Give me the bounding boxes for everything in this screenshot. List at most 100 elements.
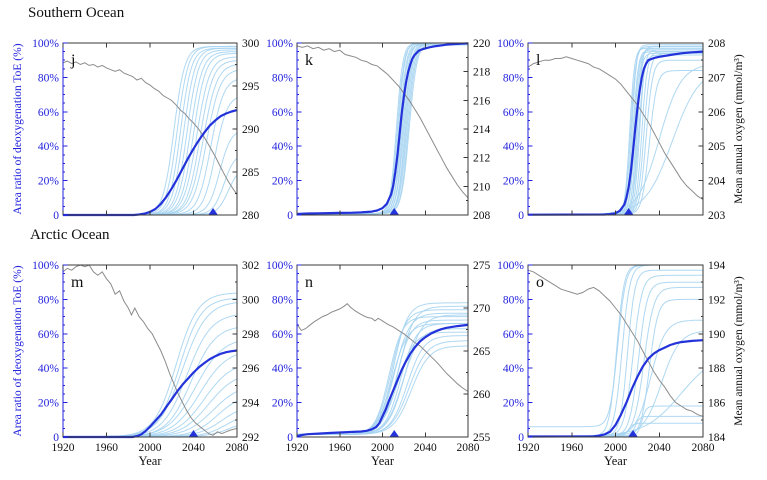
x-tick-label: 1920 bbox=[517, 442, 540, 454]
panel-o-mean-line bbox=[527, 339, 704, 438]
x-tick-label: 1960 bbox=[95, 442, 118, 454]
panel-j-ticks bbox=[62, 42, 238, 216]
left-tick-label: 40% bbox=[503, 363, 525, 375]
right-tick-label: 290 bbox=[242, 124, 260, 136]
right-tick-label: 294 bbox=[242, 398, 260, 410]
panel-k-mean-line bbox=[296, 42, 469, 216]
left-tick-label: 100% bbox=[266, 38, 293, 50]
right-tick-label: 207 bbox=[708, 72, 726, 84]
panel-j: 0 20% 40% 60% 80% 100% 280 285 290 295 300 j bbox=[32, 38, 259, 222]
panel-k-ticks bbox=[296, 42, 469, 216]
left-tick-label: 100% bbox=[266, 260, 293, 272]
right-tick-label: 265 bbox=[473, 346, 491, 358]
left-tick-label: 80% bbox=[503, 72, 525, 84]
right-tick-label: 295 bbox=[242, 81, 260, 93]
left-tick-label: 80% bbox=[503, 294, 525, 306]
panel-letter-m: m bbox=[71, 274, 84, 291]
x-tick-label: 1960 bbox=[328, 442, 351, 454]
left-tick-label: 40% bbox=[503, 141, 525, 153]
left-tick-label: 0 bbox=[287, 432, 293, 444]
panel-letter-o: o bbox=[536, 274, 544, 291]
left-tick-label: 100% bbox=[32, 38, 59, 50]
panel-o-ticks bbox=[527, 264, 704, 438]
x-tick-label: 2000 bbox=[604, 442, 627, 454]
panel-letter-n: n bbox=[305, 274, 313, 291]
right-tick-label: 208 bbox=[708, 38, 726, 50]
left-tick-label: 0 bbox=[518, 210, 524, 222]
row-title-arctic-ocean: Arctic Ocean bbox=[30, 227, 110, 243]
panel-letter-k: k bbox=[305, 52, 313, 69]
left-axis-label-top-row: Area ratio of deoxygenation ToE (%) bbox=[12, 43, 24, 215]
right-axis-label-bottom-row: Mean annual oxygen (mmol/m³) bbox=[733, 276, 745, 426]
panel-m-ensemble-lines bbox=[62, 292, 238, 438]
left-tick-label: 60% bbox=[38, 107, 60, 119]
left-tick-label: 80% bbox=[272, 72, 294, 84]
panel-j-toe-marker bbox=[208, 208, 218, 215]
panel-letter-j: j bbox=[70, 52, 75, 69]
panel-l-oxygen-line bbox=[527, 56, 704, 200]
right-tick-label: 194 bbox=[708, 260, 726, 272]
right-tick-label: 192 bbox=[708, 294, 726, 306]
x-tick-label: 2000 bbox=[371, 442, 394, 454]
left-tick-label: 60% bbox=[503, 107, 525, 119]
right-tick-label: 260 bbox=[473, 389, 491, 401]
panel-m-mean-line bbox=[63, 349, 238, 439]
left-tick-label: 40% bbox=[272, 141, 294, 153]
left-axis-label-bottom-row: Area ratio of deoxygenation ToE (%) bbox=[12, 265, 24, 437]
x-tick-label: 1960 bbox=[560, 442, 583, 454]
x-axis-label-col-3: Year bbox=[603, 454, 628, 468]
panel-m-oxygen-line bbox=[62, 264, 238, 436]
x-tick-label: 2080 bbox=[692, 442, 715, 454]
panel-letter-l: l bbox=[536, 52, 541, 69]
right-tick-label: 270 bbox=[473, 303, 491, 315]
left-tick-label: 20% bbox=[272, 398, 294, 410]
right-tick-label: 216 bbox=[473, 95, 491, 107]
right-tick-label: 205 bbox=[708, 141, 726, 153]
left-tick-label: 40% bbox=[272, 363, 294, 375]
left-tick-label: 80% bbox=[38, 72, 60, 84]
right-tick-label: 292 bbox=[242, 432, 260, 444]
panel-l-ticks bbox=[527, 42, 704, 216]
right-tick-label: 255 bbox=[473, 432, 491, 444]
right-tick-label: 212 bbox=[473, 153, 491, 165]
left-tick-label: 20% bbox=[503, 398, 525, 410]
left-tick-label: 0 bbox=[53, 432, 59, 444]
panel-l-toe-marker bbox=[624, 208, 634, 215]
panel-m-frame bbox=[62, 264, 238, 438]
left-tick-label: 20% bbox=[38, 176, 60, 188]
right-tick-label: 188 bbox=[708, 363, 726, 375]
left-tick-label: 20% bbox=[272, 176, 294, 188]
x-axis-label-col-2: Year bbox=[370, 454, 395, 468]
left-tick-label: 100% bbox=[497, 38, 524, 50]
panel-o-ensemble-lines bbox=[528, 264, 704, 437]
panel-n-oxygen-line bbox=[296, 303, 469, 392]
right-tick-label: 210 bbox=[473, 181, 491, 193]
right-tick-label: 214 bbox=[473, 124, 491, 136]
left-tick-label: 60% bbox=[272, 329, 294, 341]
panel-l: 0 20% 40% 60% 80% 100% 203 204 205 206 207 208 l bbox=[497, 38, 725, 222]
x-tick-label: 2080 bbox=[226, 442, 249, 454]
x-tick-label: 2080 bbox=[457, 442, 480, 454]
left-tick-label: 100% bbox=[497, 260, 524, 272]
right-tick-label: 275 bbox=[473, 260, 491, 272]
left-tick-label: 60% bbox=[38, 329, 60, 341]
panel-n-ensemble-lines bbox=[297, 302, 469, 435]
panel-j-frame bbox=[62, 42, 238, 216]
right-tick-label: 285 bbox=[242, 167, 260, 179]
panel-n: 1920 1960 2000 2040 2080 0 20% 40% 60% 80% 100% 255… bbox=[266, 260, 490, 454]
panel-n-toe-marker bbox=[389, 430, 399, 437]
right-tick-label: 280 bbox=[242, 210, 260, 222]
left-tick-label: 80% bbox=[38, 294, 60, 306]
panel-k: 0 20% 40% 60% 80% 100% 208 210 212 214 216 218 220 k bbox=[266, 38, 490, 222]
panel-j-mean-line bbox=[63, 109, 238, 217]
panel-l-mean-line bbox=[527, 50, 704, 216]
panel-o: 1920 1960 2000 2040 2080 0 20% 40% 60% 80% 100% 184… bbox=[497, 260, 725, 454]
x-tick-label: 2040 bbox=[648, 442, 671, 454]
left-tick-label: 0 bbox=[518, 432, 524, 444]
left-tick-label: 80% bbox=[272, 294, 294, 306]
row-title-southern-ocean: Southern Ocean bbox=[28, 5, 125, 21]
panel-k-toe-marker bbox=[389, 208, 399, 215]
left-tick-label: 100% bbox=[32, 260, 59, 272]
right-tick-label: 190 bbox=[708, 329, 726, 341]
